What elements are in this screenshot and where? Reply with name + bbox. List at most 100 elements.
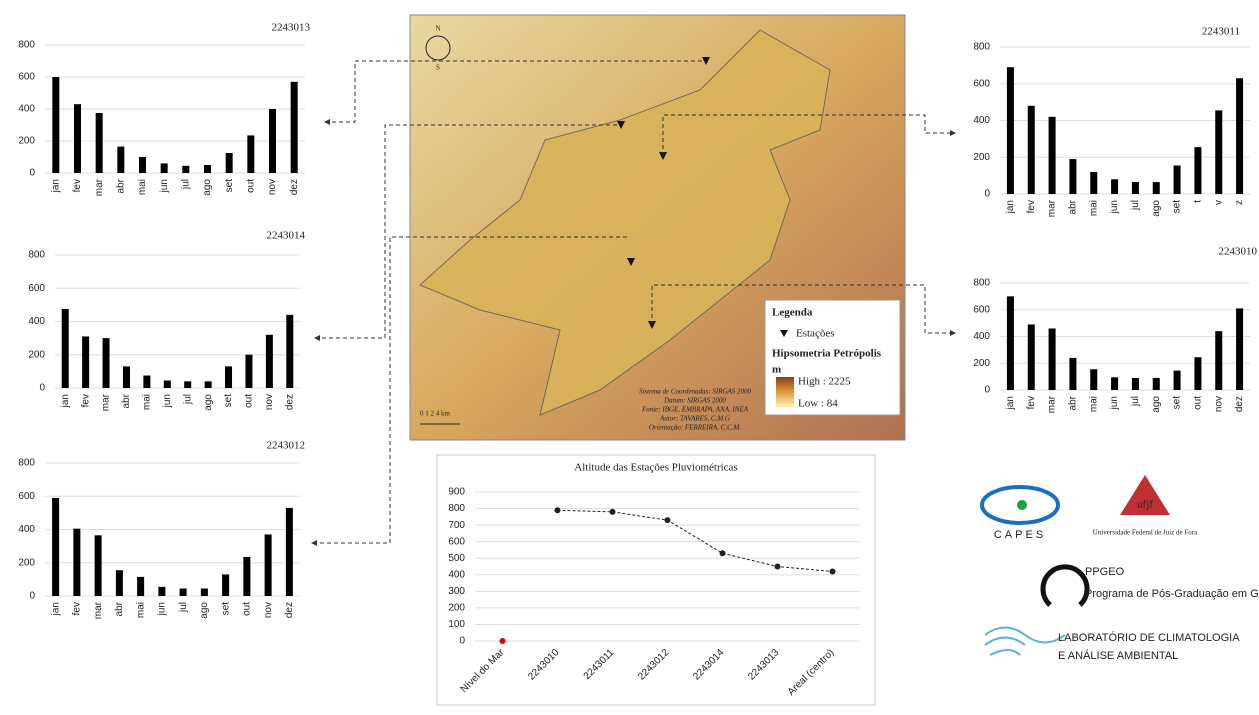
y-tick-label: 900: [448, 487, 465, 498]
y-tick-label: 0: [29, 168, 35, 179]
x-tick-label: jun: [1109, 396, 1120, 410]
ufjf-name: Universidade Federal de Juiz de Fora: [1093, 529, 1198, 537]
bar: [1174, 371, 1181, 390]
x-tick-label: abr: [121, 393, 132, 408]
x-tick-label: ago: [199, 602, 210, 619]
bar: [225, 366, 232, 388]
x-tick-label: Areal (centro): [786, 647, 837, 698]
bar: [269, 109, 276, 173]
bar: [1215, 110, 1222, 194]
y-tick-label: 400: [28, 316, 45, 327]
bar: [52, 498, 59, 596]
bar: [1174, 166, 1181, 194]
legend-stations: Estações: [796, 328, 834, 340]
y-tick-label: 200: [973, 152, 990, 163]
y-tick-label: 0: [984, 189, 990, 200]
chart-title: 2243011: [1202, 26, 1240, 38]
bar: [123, 366, 130, 388]
x-tick-label: ago: [203, 394, 214, 411]
bar: [1194, 357, 1201, 390]
y-tick-label: 0: [39, 383, 45, 394]
bar: [82, 336, 89, 388]
x-tick-label: 2243010: [526, 647, 562, 683]
lab-line2: E ANÁLISE AMBIENTAL: [1058, 649, 1178, 662]
ufjf-logo: ufjf: [1137, 499, 1153, 511]
chart-title: Altitude das Estações Pluviométricas: [574, 462, 737, 474]
y-tick-label: 800: [448, 503, 465, 514]
bar: [182, 166, 189, 173]
bar: [1007, 296, 1014, 390]
bar: [1132, 378, 1139, 390]
y-tick-label: 600: [18, 491, 35, 502]
x-tick-label: mar: [93, 601, 104, 619]
x-tick-label: mai: [135, 602, 146, 618]
x-tick-label: jun: [159, 179, 170, 193]
legend-high: High : 2225: [798, 376, 851, 388]
y-tick-label: 200: [973, 358, 990, 369]
x-tick-label: dez: [1234, 396, 1245, 412]
x-tick-label: mai: [142, 394, 153, 410]
map-credit: Sistema de Coordenadas: SIRGAS 2000: [639, 388, 752, 396]
y-tick-label: 400: [18, 524, 35, 535]
bar: [62, 309, 69, 388]
bar: [247, 135, 254, 173]
y-tick-label: 200: [28, 349, 45, 360]
y-tick-label: 800: [973, 42, 990, 53]
chart-title: 2243010: [1219, 246, 1258, 258]
y-tick-label: 400: [448, 569, 465, 580]
bar: [1236, 78, 1243, 194]
bar: [95, 535, 102, 596]
scale-label: 0 1 2 4 km: [420, 410, 451, 418]
x-tick-label: 2243012: [636, 647, 672, 683]
x-tick-label: abr: [1068, 199, 1079, 214]
x-tick-label: out: [244, 394, 255, 408]
x-tick-label: t: [1193, 200, 1204, 203]
bar: [116, 570, 123, 596]
x-tick-label: out: [1193, 396, 1204, 410]
x-tick-label: fev: [1026, 396, 1037, 409]
x-tick-label: set: [1172, 396, 1183, 410]
bar: [1069, 159, 1076, 194]
x-tick-label: set: [223, 394, 234, 408]
x-tick-label: v: [1213, 200, 1224, 205]
point: [500, 638, 506, 644]
x-tick-label: set: [224, 179, 235, 193]
x-tick-label: nov: [263, 602, 274, 618]
x-tick-label: fev: [80, 394, 91, 407]
bar: [1007, 67, 1014, 194]
x-tick-label: nov: [264, 394, 275, 410]
chart-title: 2243012: [267, 440, 306, 452]
bar: [1236, 308, 1243, 390]
x-tick-label: jul: [178, 602, 189, 613]
y-tick-label: 600: [28, 283, 45, 294]
x-tick-label: jun: [1109, 200, 1120, 214]
bar: [291, 82, 298, 173]
y-tick-label: 200: [18, 557, 35, 568]
point: [555, 507, 561, 513]
bar: [1153, 378, 1160, 390]
x-tick-label: mai: [1088, 200, 1099, 216]
compass-s: S: [436, 64, 440, 72]
x-tick-label: jul: [1130, 200, 1141, 211]
y-tick-label: 0: [29, 591, 35, 602]
y-tick-label: 200: [448, 603, 465, 614]
x-tick-label: jul: [182, 394, 193, 405]
bar: [1111, 377, 1118, 390]
x-tick-label: ago: [1151, 396, 1162, 413]
x-tick-label: jun: [157, 602, 168, 616]
chart-title: 2243014: [267, 230, 306, 242]
lab-line1: LABORATÓRIO DE CLIMATOLOGIA: [1058, 631, 1240, 644]
bar: [137, 577, 144, 596]
x-tick-label: set: [1172, 200, 1183, 214]
bar: [161, 163, 168, 173]
map-credit: Fonte: IBGE, EMBRAPA, ANA, INEA: [641, 406, 749, 414]
line: [558, 510, 833, 571]
x-tick-label: 2243013: [746, 647, 782, 683]
y-tick-label: 400: [973, 115, 990, 126]
bar: [1028, 324, 1035, 390]
y-tick-label: 500: [448, 553, 465, 564]
x-tick-label: abr: [1068, 395, 1079, 410]
bar: [1153, 182, 1160, 194]
bar: [1090, 172, 1097, 194]
bar: [139, 157, 146, 173]
